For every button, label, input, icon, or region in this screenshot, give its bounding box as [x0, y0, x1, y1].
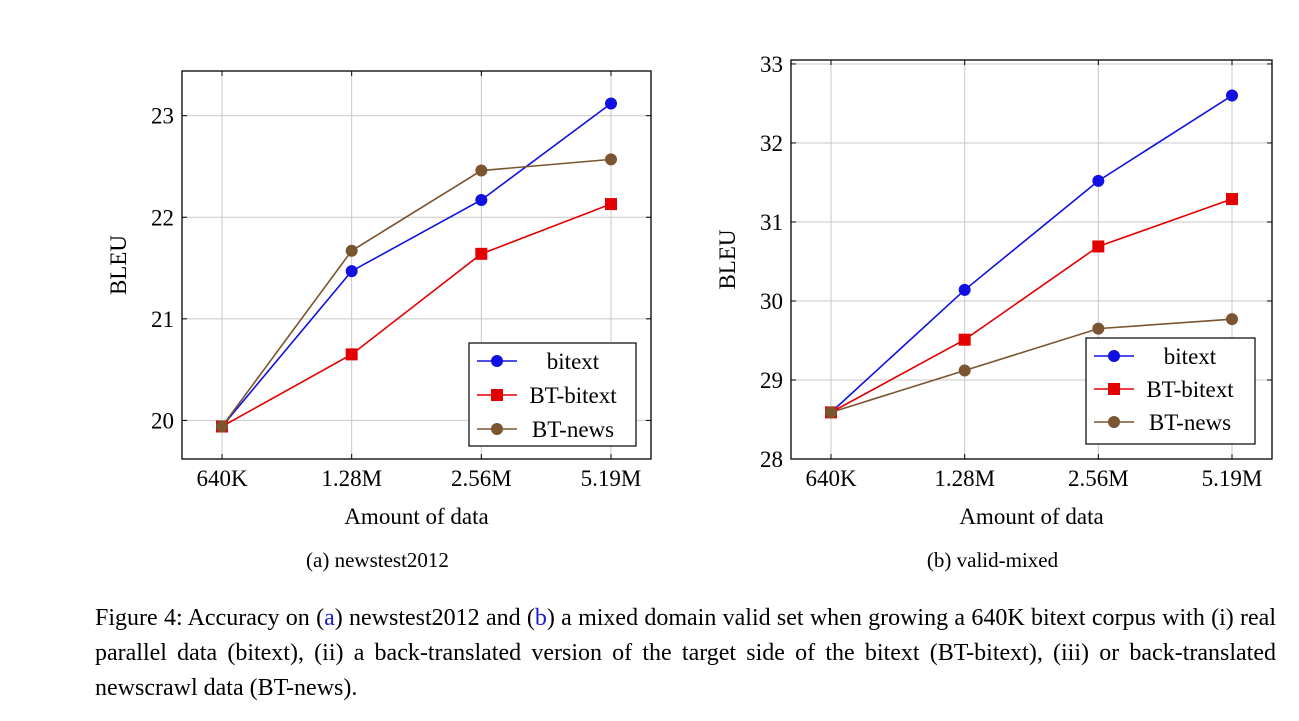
- series-line-bt-bitext: [830, 198, 1233, 414]
- x-axis-label: Amount of data: [344, 504, 488, 529]
- y-tick-label: 20: [151, 408, 174, 433]
- data-point-bitext: [1226, 89, 1238, 102]
- legend-label: BT-news: [1149, 410, 1231, 435]
- y-tick-label: 32: [760, 131, 783, 156]
- caption-link-a[interactable]: a: [324, 605, 335, 631]
- legend-label: bitext: [547, 349, 600, 374]
- subcaption-a-text: newstest2012: [334, 548, 449, 572]
- plot-frame: [181, 70, 652, 460]
- subcaption-a: (a) newstest2012: [270, 548, 485, 573]
- series-line-bt-news: [221, 158, 612, 427]
- data-point-bt-bitext: [605, 198, 617, 211]
- y-tick-label: 33: [760, 52, 783, 77]
- legend: bitext BT-bitext BT-news: [468, 342, 637, 447]
- legend-marker: [1108, 383, 1120, 395]
- data-point-bitext: [475, 193, 488, 206]
- data-point-bitext: [1092, 174, 1105, 187]
- data-point-bt-bitext: [958, 333, 971, 346]
- data-point-bt-news: [216, 420, 228, 433]
- legend: bitext BT-bitext BT-news: [1085, 337, 1256, 445]
- x-tick-label: 640K: [805, 466, 857, 491]
- data-point-bt-news: [1092, 322, 1105, 335]
- y-tick-label: 21: [151, 307, 174, 332]
- data-point-bt-bitext: [1226, 193, 1238, 206]
- x-tick-label: 2.56M: [451, 466, 512, 491]
- data-point-bt-news: [1226, 313, 1238, 326]
- caption-mid: ) newstest2012 and (: [334, 605, 535, 631]
- series-line-bt-news: [830, 318, 1233, 414]
- x-tick-label: 640K: [196, 466, 248, 491]
- subcaption-b-label: (b): [926, 548, 952, 572]
- y-tick-label: 30: [760, 289, 783, 314]
- data-point-bt-news: [825, 406, 837, 419]
- legend-label: BT-bitext: [1146, 377, 1234, 402]
- x-axis-label: Amount of data: [959, 504, 1103, 529]
- data-point-bt-news: [475, 164, 488, 177]
- data-point-bitext: [605, 97, 617, 110]
- legend-marker: [491, 389, 503, 401]
- data-point-bitext: [345, 265, 358, 278]
- plot-frame: [790, 59, 1273, 460]
- subcaption-b-text: valid-mixed: [956, 548, 1059, 572]
- y-tick-label: 23: [151, 104, 174, 129]
- y-tick-label: 28: [760, 447, 783, 472]
- legend-marker: [491, 355, 503, 367]
- x-tick-label: 5.19M: [581, 466, 642, 491]
- figure-charts: 640K 1.28M 2.56M 5.19M 20 21 22 23 Amount of dat…: [106, 52, 1273, 529]
- caption-link-b[interactable]: b: [534, 605, 547, 631]
- series-bt-news: [825, 313, 1238, 419]
- legend-label: BT-bitext: [529, 383, 617, 408]
- data-point-bitext: [958, 283, 971, 296]
- figure-caption: Figure 4: Accuracy on (a) newstest2012 a…: [95, 601, 1276, 706]
- y-axis-label: BLEU: [106, 235, 131, 295]
- chart-b: 640K 1.28M 2.56M 5.19M 28 29 30 31 32 33 Amount of…: [715, 52, 1273, 529]
- legend-marker: [1108, 416, 1120, 428]
- data-point-bt-bitext: [345, 348, 358, 361]
- series-line-bitext: [830, 94, 1233, 413]
- subcaption-b: (b) valid-mixed: [880, 548, 1105, 573]
- legend-label: bitext: [1164, 344, 1217, 369]
- y-axis-label: BLEU: [715, 229, 740, 289]
- data-point-bt-news: [605, 153, 617, 166]
- x-tick-label: 1.28M: [321, 466, 382, 491]
- y-tick-label: 22: [151, 205, 174, 230]
- y-tick-label: 31: [760, 210, 783, 235]
- x-tick-label: 2.56M: [1068, 466, 1129, 491]
- subcaption-a-label: (a): [306, 548, 330, 572]
- series-line-bt-bitext: [221, 203, 612, 428]
- legend-label: BT-news: [532, 417, 614, 442]
- caption-rest: ) a mixed domain valid set when growing …: [95, 605, 1276, 701]
- data-point-bt-news: [958, 364, 971, 377]
- caption-prefix: Figure 4: Accuracy on (: [95, 605, 325, 631]
- data-point-bt-bitext: [1092, 240, 1105, 253]
- series-line-bitext: [221, 102, 612, 428]
- legend-marker: [1108, 350, 1120, 362]
- series-bt-news: [216, 153, 617, 433]
- data-point-bt-news: [345, 244, 358, 257]
- x-tick-label: 1.28M: [934, 466, 995, 491]
- legend-marker: [491, 423, 503, 435]
- x-tick-label: 5.19M: [1202, 466, 1263, 491]
- data-point-bt-bitext: [475, 247, 488, 260]
- chart-a: 640K 1.28M 2.56M 5.19M 20 21 22 23 Amount of dat…: [106, 70, 652, 529]
- y-tick-label: 29: [760, 368, 783, 393]
